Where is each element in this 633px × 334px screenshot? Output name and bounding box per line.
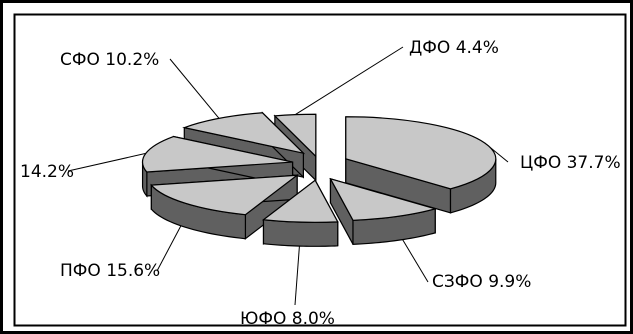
slice-top <box>141 135 293 173</box>
slice-top <box>150 174 300 216</box>
pie-slices <box>141 111 497 247</box>
slice-top <box>345 116 497 190</box>
pie-slice <box>329 177 438 245</box>
leader-line <box>294 236 301 306</box>
data-label: ПФО 15.6% <box>60 261 160 281</box>
data-label: ЮФО 8.0% <box>240 309 335 329</box>
plot-area-border <box>13 13 627 327</box>
leader-line <box>156 217 186 272</box>
slice-top <box>182 112 306 155</box>
pie-slice <box>261 179 339 247</box>
slice-top <box>329 177 438 221</box>
pie-slice <box>345 116 497 214</box>
slice-top <box>261 179 339 223</box>
slice-top <box>273 113 317 158</box>
leader-line <box>294 46 404 116</box>
pie-slice <box>150 174 300 240</box>
slice-labels: ЦФО 37.7% СЗФО 9.9% ЮФО 8.0% ПФО 15.6% 14.2%… <box>20 38 621 329</box>
leader-line <box>67 152 146 172</box>
data-label: ДФО 4.4% <box>409 38 499 58</box>
slice-rim <box>262 219 339 247</box>
data-label: ЦФО 37.7% <box>520 153 621 173</box>
data-label: СЗФО 9.9% <box>432 272 531 292</box>
leader-lines <box>67 46 509 306</box>
data-label: СФО 10.2% <box>60 50 159 70</box>
data-label: 14.2% <box>20 162 74 182</box>
leader-line <box>169 58 220 119</box>
